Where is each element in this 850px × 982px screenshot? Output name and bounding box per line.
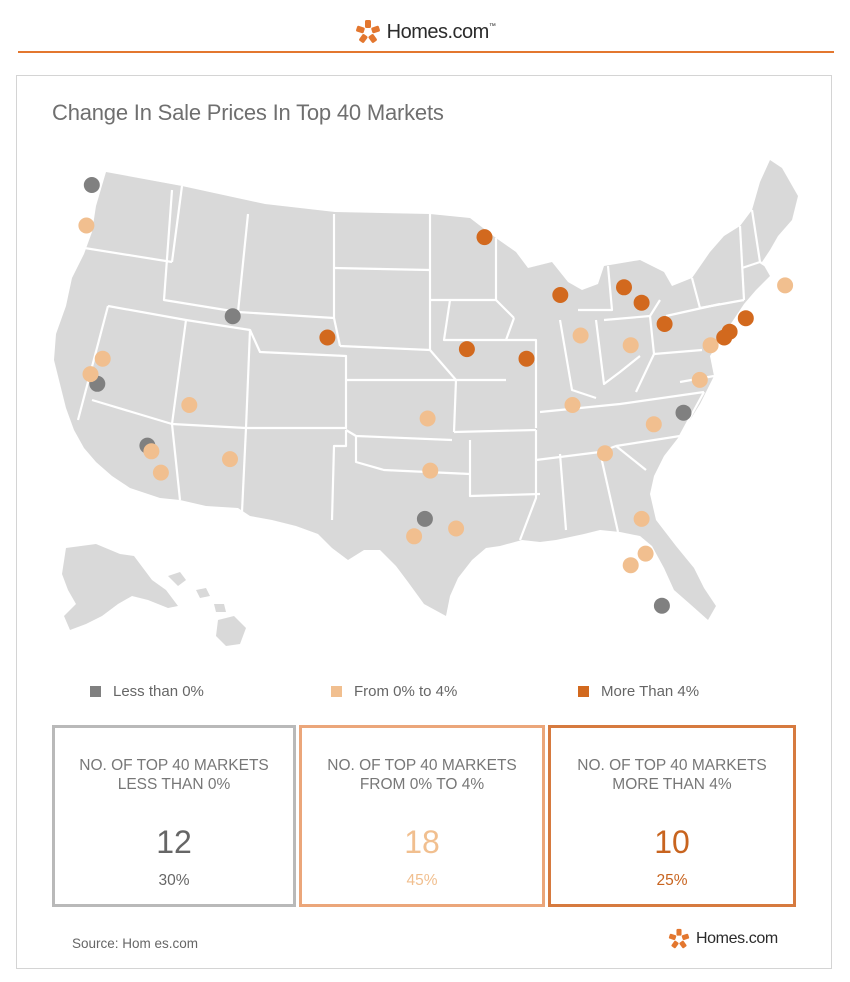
- market-marker-mid: [564, 397, 581, 413]
- source-note: Source: Hom es.com: [72, 936, 199, 951]
- market-marker-more: [716, 329, 733, 346]
- footer-brand-lockup: Homes.com: [668, 928, 778, 950]
- legend-swatch-less: [90, 685, 101, 697]
- stat-box-less: NO. OF TOP 40 MARKETS LESS THAN 0% 12 30…: [52, 725, 296, 907]
- market-marker-more: [633, 294, 650, 311]
- land-masses: [54, 160, 798, 646]
- stat-pct-less: 30%: [158, 872, 190, 889]
- stat-pct-mid: 45%: [406, 872, 438, 889]
- stat-pct-more: 25%: [656, 872, 688, 889]
- legend-swatch-more: [578, 685, 589, 697]
- market-marker-mid: [406, 528, 423, 545]
- stat-count-less: 12: [156, 824, 192, 860]
- market-marker-less: [675, 404, 692, 421]
- market-marker-mid: [622, 557, 639, 574]
- market-marker-mid: [94, 350, 111, 367]
- legend-label-more: More Than 4%: [601, 682, 700, 700]
- footer-logo[interactable]: Homes.com: [668, 928, 778, 950]
- stat-box-more: NO. OF TOP 40 MARKETS MORE THAN 4% 10 25…: [548, 725, 796, 907]
- market-marker-mid: [78, 217, 95, 234]
- market-marker-mid: [597, 445, 613, 462]
- market-marker-mid: [622, 337, 639, 354]
- legend-less-than-0: Less than 0%: [90, 682, 204, 700]
- market-marker-mid: [637, 545, 654, 562]
- market-marker-mid: [572, 327, 589, 344]
- legend-0-to-4: From 0% to 4%: [331, 682, 457, 700]
- market-marker-mid: [777, 277, 794, 294]
- market-marker-less: [653, 597, 670, 614]
- homes-logo-icon: [355, 20, 380, 43]
- market-marker-more: [458, 341, 475, 358]
- contiguous-us-shape: [54, 160, 798, 620]
- market-markers: [78, 177, 794, 614]
- stat-count-more: 10: [654, 824, 690, 860]
- stat-box-mid: NO. OF TOP 40 MARKETS FROM 0% TO 4% 18 4…: [299, 725, 545, 907]
- header-divider: [18, 51, 834, 53]
- legend-label-mid: From 0% to 4%: [354, 682, 458, 700]
- footer-brand-name: Homes.com: [696, 930, 778, 947]
- market-marker-more: [616, 279, 632, 296]
- stat-label-more: NO. OF TOP 40 MARKETS MORE THAN 4%: [577, 757, 767, 793]
- market-marker-less: [83, 177, 100, 193]
- market-marker-less: [224, 308, 241, 325]
- market-marker-mid: [222, 451, 238, 468]
- market-marker-more: [656, 316, 673, 332]
- market-marker-less: [416, 510, 433, 527]
- market-marker-more: [552, 287, 569, 303]
- market-marker-mid: [82, 366, 99, 383]
- hawaii-shape: [168, 572, 246, 646]
- market-marker-more: [737, 310, 754, 327]
- brand-lockup: Homes.com™: [355, 19, 496, 45]
- market-marker-more: [476, 229, 493, 246]
- homes-logo-icon: [668, 928, 690, 949]
- market-marker-mid: [702, 337, 719, 354]
- market-marker-mid: [152, 464, 169, 481]
- stat-label-less: NO. OF TOP 40 MARKETS LESS THAN 0%: [79, 757, 269, 793]
- legend-label-less: Less than 0%: [113, 682, 204, 700]
- brand-name: Homes.com™: [386, 20, 496, 43]
- market-marker-mid: [691, 371, 708, 388]
- market-marker-more: [319, 329, 336, 346]
- market-marker-mid: [633, 510, 650, 527]
- market-marker-mid: [143, 443, 160, 460]
- market-marker-mid: [422, 462, 439, 479]
- market-marker-mid: [448, 520, 465, 537]
- state-boundaries: [71, 185, 773, 541]
- header-logo[interactable]: Homes.com™: [0, 16, 850, 48]
- legend-swatch-mid: [331, 685, 342, 697]
- stat-count-mid: 18: [404, 824, 440, 860]
- map-title: Change In Sale Prices In Top 40 Markets: [52, 100, 444, 125]
- stat-label-mid: NO. OF TOP 40 MARKETS FROM 0% TO 4%: [327, 757, 517, 793]
- market-marker-mid: [645, 416, 662, 433]
- alaska-shape: [62, 544, 178, 630]
- market-marker-mid: [419, 410, 436, 427]
- legend-more-than-4: More Than 4%: [578, 682, 699, 700]
- market-marker-mid: [181, 397, 198, 413]
- market-marker-more: [518, 350, 535, 367]
